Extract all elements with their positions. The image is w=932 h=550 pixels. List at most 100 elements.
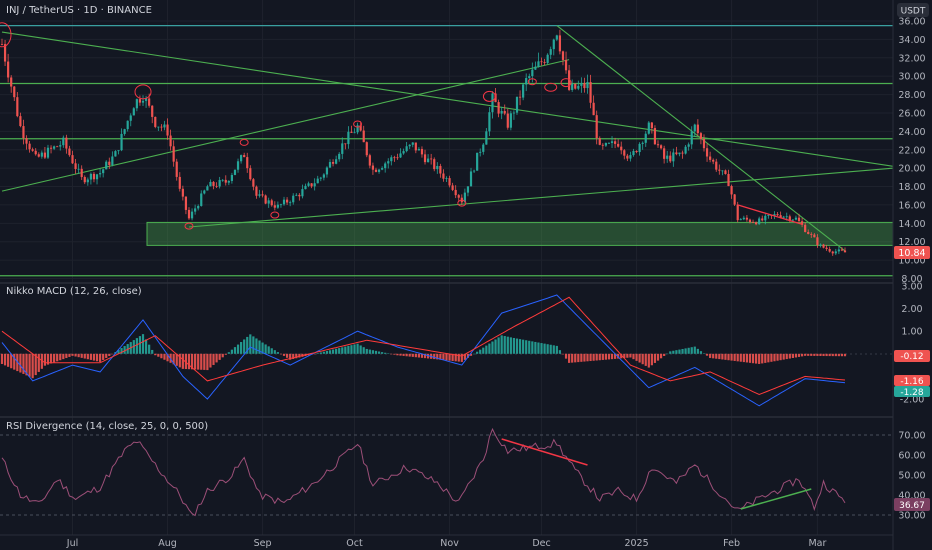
candle-body bbox=[393, 157, 396, 159]
price-axis-background[interactable] bbox=[893, 0, 932, 550]
candle-body bbox=[138, 99, 142, 103]
trendlines[interactable] bbox=[1, 25, 894, 252]
candle-body bbox=[761, 218, 764, 221]
candle-body bbox=[469, 171, 473, 187]
trendline-descending[interactable] bbox=[1, 31, 894, 167]
horizontal-levels[interactable] bbox=[0, 24, 893, 277]
support-zone[interactable] bbox=[146, 221, 894, 246]
macd-hist-bar bbox=[558, 350, 562, 354]
candle-body bbox=[733, 194, 736, 205]
candle-body bbox=[212, 181, 215, 186]
candle-body bbox=[203, 190, 206, 194]
currency-label[interactable]: USDT bbox=[901, 7, 926, 17]
candle-body bbox=[748, 219, 752, 223]
macd-hist-bar bbox=[626, 353, 629, 358]
macd-hist-bar bbox=[111, 353, 114, 355]
candle-body bbox=[123, 129, 126, 134]
candle-body bbox=[543, 62, 546, 63]
trendline-ascending-support[interactable] bbox=[188, 167, 894, 228]
rsi-tick: 30.00 bbox=[898, 511, 925, 522]
macd-hist-bar bbox=[3, 353, 7, 366]
candle-body bbox=[555, 35, 558, 40]
candle-body bbox=[414, 142, 417, 151]
macd-hist-bar bbox=[408, 353, 411, 357]
macd-hist-bar bbox=[295, 353, 298, 359]
macd-hist-bar bbox=[797, 353, 801, 357]
price-pane[interactable] bbox=[0, 22, 894, 277]
macd-hist-bar bbox=[426, 353, 430, 359]
candle-body bbox=[304, 185, 307, 190]
candle-body bbox=[672, 152, 675, 162]
candle-body bbox=[246, 157, 249, 169]
macd-hist-bar bbox=[377, 351, 381, 354]
symbol-title[interactable]: INJ / TetherUS · 1D · BINANCE bbox=[6, 5, 152, 16]
pivot-marker bbox=[184, 222, 194, 230]
time-label: Oct bbox=[346, 538, 363, 549]
macd-hist-bar bbox=[488, 343, 491, 354]
candle-body bbox=[240, 155, 243, 162]
macd-title[interactable]: Nikko MACD (12, 26, close) bbox=[6, 286, 142, 297]
rsi-title[interactable]: RSI Divergence (14, close, 25, 0, 0, 500… bbox=[6, 421, 208, 432]
currency-badge[interactable] bbox=[897, 3, 929, 17]
candle-body bbox=[512, 112, 516, 114]
candle-body bbox=[488, 112, 491, 132]
macd-hist-bar bbox=[534, 341, 537, 354]
macd-hist-bar bbox=[77, 353, 80, 358]
candle-body bbox=[684, 146, 687, 154]
macd-hist-bar bbox=[580, 353, 583, 362]
rsi-tick: 60.00 bbox=[898, 451, 925, 462]
macd-hist-bar bbox=[641, 353, 644, 365]
macd-hist-bar bbox=[574, 353, 577, 363]
candle-body bbox=[546, 54, 549, 63]
candle-body bbox=[65, 137, 68, 149]
macd-hist-bar bbox=[767, 353, 770, 363]
candle-body bbox=[344, 143, 347, 145]
candle-body bbox=[261, 194, 264, 196]
candle-body bbox=[699, 133, 703, 139]
candles bbox=[0, 29, 847, 256]
candle-body bbox=[105, 161, 108, 170]
candle-body bbox=[206, 186, 209, 191]
macd-hist-bar bbox=[589, 353, 592, 362]
candle-body bbox=[659, 145, 663, 149]
macd-hist-value: -0.12 bbox=[900, 352, 923, 362]
price-tick: 12.00 bbox=[898, 237, 925, 248]
candle-body bbox=[190, 211, 194, 219]
macd-hist-bar bbox=[531, 341, 534, 354]
candle-body bbox=[114, 151, 117, 157]
macd-hist-bar bbox=[843, 353, 847, 357]
candle-body bbox=[423, 154, 427, 163]
price-tick: 16.00 bbox=[898, 200, 925, 211]
grid bbox=[0, 0, 893, 535]
macd-hist-bar bbox=[402, 353, 405, 356]
macd-hist-bar bbox=[417, 353, 421, 358]
rsi-divergence-red bbox=[501, 438, 588, 466]
candle-body bbox=[788, 216, 791, 221]
candle-body bbox=[19, 116, 22, 127]
candle-body bbox=[338, 153, 341, 160]
macd-hist-bar bbox=[595, 353, 598, 361]
rsi-pane[interactable] bbox=[0, 427, 893, 517]
candle-body bbox=[117, 150, 120, 152]
time-axis-labels[interactable]: Jul Aug Sep Oct Nov Dec 2025 Feb Mar bbox=[66, 538, 827, 549]
candle-body bbox=[411, 142, 414, 145]
macd-hist-bar bbox=[687, 347, 690, 354]
candle-body bbox=[292, 195, 295, 203]
macd-hist-bar bbox=[528, 340, 531, 354]
macd-hist-bar bbox=[466, 353, 470, 358]
candle-body bbox=[482, 144, 485, 152]
macd-hist-bar bbox=[95, 353, 99, 362]
macd-hist-bar bbox=[40, 353, 43, 369]
macd-pane[interactable] bbox=[0, 294, 893, 407]
macd-hist-bar bbox=[800, 353, 804, 357]
trendline-ascending[interactable] bbox=[1, 59, 570, 192]
macd-hist-bar bbox=[540, 343, 543, 354]
macd-hist-bar bbox=[160, 353, 163, 359]
candle-body bbox=[690, 131, 693, 145]
macd-hist-bar bbox=[31, 353, 34, 379]
macd-hist-bar bbox=[206, 353, 209, 371]
candle-body bbox=[233, 169, 237, 175]
candle-body bbox=[810, 233, 813, 235]
